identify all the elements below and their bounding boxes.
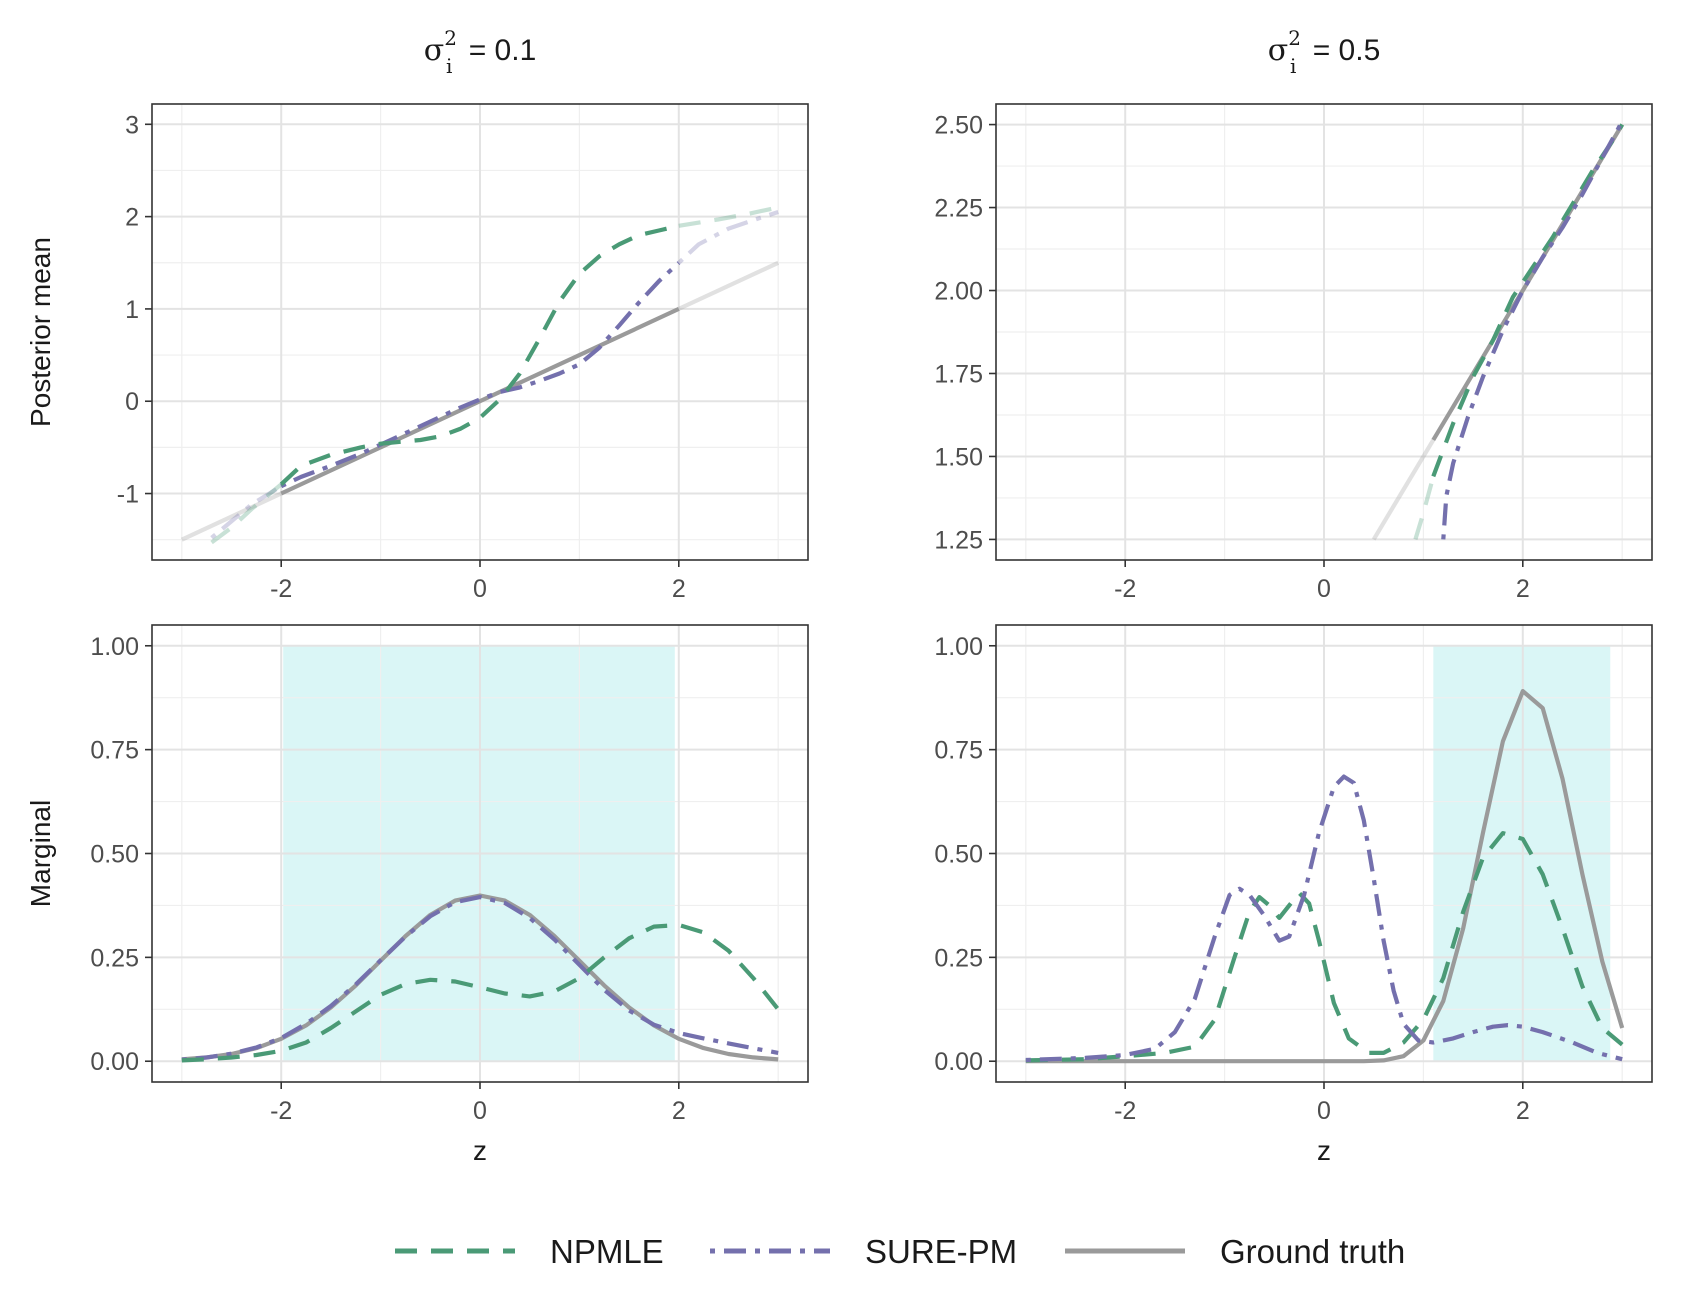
y-axis: 1.25 1.50 1.75 2.00 2.25 2.50 — [934, 112, 996, 554]
y-tick-label: 2.00 — [934, 278, 983, 306]
series-line-npmle — [279, 223, 680, 486]
panel-bottom-left: -2 0 2 0.00 0.25 0.50 0.75 1.00 z Marginal — [25, 624, 809, 1166]
x-tick-label: 2 — [1516, 1097, 1530, 1125]
x-axis: -2 0 2 — [270, 1082, 686, 1125]
y-tick-label: 1.50 — [934, 443, 983, 471]
y-tick-label: 0.25 — [934, 944, 983, 972]
legend: NPMLE SURE-PM Ground truth — [395, 1233, 1405, 1270]
superscript: 2 — [444, 26, 457, 50]
column-strips: σ2 i = 0.1 σ2 i = 0.5 — [424, 26, 1381, 78]
panel-bottom-right: -2 0 2 0.00 0.25 0.50 0.75 1.00 z — [934, 624, 1653, 1166]
superscript: 2 — [1288, 26, 1301, 50]
series-line-truth — [677, 260, 780, 311]
y-axis: -1 0 1 2 3 — [117, 111, 152, 509]
grid-lines — [996, 625, 1652, 1082]
series-line-npmle — [678, 205, 779, 228]
y-tick-label: 1.00 — [934, 633, 983, 661]
x-tick-label: 0 — [1317, 575, 1331, 603]
series-lines — [1371, 120, 1625, 541]
x-tick-label: 2 — [672, 1097, 686, 1125]
x-tick-label: -2 — [270, 575, 292, 603]
y-tick-label: 0.75 — [934, 737, 983, 765]
y-tick-label: 1.75 — [934, 360, 983, 388]
y-tick-label: 3 — [125, 111, 139, 139]
y-axis-title: Posterior mean — [25, 237, 56, 427]
x-tick-label: 2 — [672, 575, 686, 603]
x-axis: -2 0 2 — [1114, 560, 1530, 603]
y-tick-label: 1.25 — [934, 526, 983, 554]
legend-label-surepm: SURE-PM — [865, 1233, 1017, 1270]
y-tick-label: 1.00 — [90, 633, 139, 661]
series-line-surepm — [1025, 774, 1623, 1063]
series-line-surepm — [210, 484, 283, 540]
x-tick-label: 0 — [473, 1097, 487, 1125]
series-line-npmle — [1413, 475, 1436, 541]
column-title: σ2 i = 0.1 — [424, 26, 537, 78]
panel-top-left: -2 0 2 -1 0 1 2 3 Posterior mean — [25, 103, 809, 603]
column-value: = 0.5 — [1304, 34, 1380, 67]
x-tick-label: -2 — [1114, 575, 1136, 603]
series-line-npmle — [210, 482, 283, 545]
column-value: = 0.1 — [460, 34, 536, 67]
column-title: σ2 i = 0.5 — [1268, 26, 1381, 78]
series-line-truth — [280, 306, 680, 496]
subscript: i — [446, 54, 452, 78]
series-line-truth — [180, 491, 283, 542]
x-axis-title: z — [1317, 1135, 1331, 1166]
y-tick-label: 0.00 — [90, 1048, 139, 1076]
y-tick-label: 1 — [125, 296, 139, 324]
x-tick-label: 2 — [1516, 575, 1530, 603]
series-line-surepm — [677, 210, 779, 265]
y-tick-label: 2.25 — [934, 195, 983, 223]
series-line-npmle — [1431, 123, 1624, 478]
x-tick-label: 0 — [473, 575, 487, 603]
y-tick-label: 0 — [125, 388, 139, 416]
y-tick-label: 0.50 — [90, 841, 139, 869]
sigma-symbol: σ — [424, 33, 444, 68]
series-line-truth — [1025, 689, 1625, 1064]
x-axis: -2 0 2 — [1114, 1082, 1530, 1125]
subscript: i — [1290, 54, 1296, 78]
y-axis: 0.00 0.25 0.50 0.75 1.00 — [934, 633, 996, 1076]
x-axis: -2 0 2 — [270, 560, 686, 603]
series-lines — [180, 205, 780, 545]
x-tick-label: 0 — [1317, 1097, 1331, 1125]
series-lines — [1025, 689, 1625, 1064]
series-line-npmle — [1025, 831, 1624, 1063]
y-tick-label: -1 — [117, 481, 139, 509]
y-tick-label: 0.50 — [934, 841, 983, 869]
y-tick-label: 0.00 — [934, 1048, 983, 1076]
x-axis-title: z — [473, 1135, 487, 1166]
series-line-surepm — [280, 261, 681, 489]
y-axis: 0.00 0.25 0.50 0.75 1.00 — [90, 633, 152, 1076]
series-line-truth — [1371, 438, 1436, 541]
series-line-surepm — [181, 895, 779, 1062]
legend-label-npmle: NPMLE — [550, 1233, 664, 1270]
y-tick-label: 0.25 — [90, 944, 139, 972]
series-lines — [181, 893, 780, 1063]
panels: -2 0 2 -1 0 1 2 3 Posterior mean -2 0 2 1.25 1.50 1.75… — [25, 103, 1653, 1166]
grid-lines — [152, 625, 808, 1082]
y-tick-label: 2.50 — [934, 112, 983, 140]
y-tick-label: 0.75 — [90, 737, 139, 765]
series-line-surepm — [1441, 120, 1625, 540]
x-tick-label: -2 — [270, 1097, 292, 1125]
x-tick-label: -2 — [1114, 1097, 1136, 1125]
sigma-symbol: σ — [1268, 33, 1288, 68]
grid-lines — [996, 104, 1652, 560]
legend-label-truth: Ground truth — [1220, 1233, 1405, 1270]
panel-top-right: -2 0 2 1.25 1.50 1.75 2.00 2.25 2.50 — [934, 103, 1653, 603]
y-tick-label: 2 — [125, 204, 139, 232]
y-axis-title: Marginal — [25, 800, 56, 907]
